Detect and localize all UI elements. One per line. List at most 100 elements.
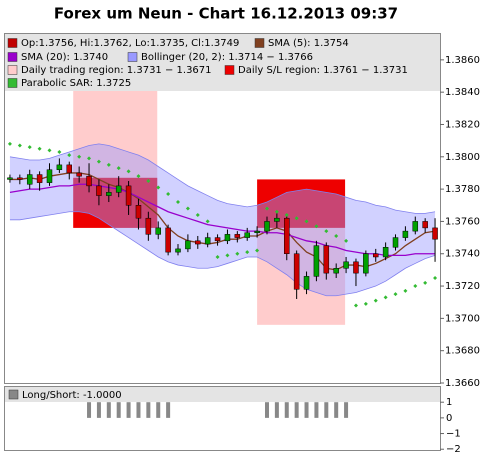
candle-body — [46, 169, 53, 183]
candle-body — [165, 227, 171, 253]
candle-body — [254, 230, 260, 233]
candle-body — [204, 237, 211, 245]
sar-dot — [255, 248, 260, 253]
region — [257, 227, 346, 325]
sar-dot — [304, 219, 309, 224]
bar — [156, 402, 161, 418]
candle-body — [66, 164, 73, 174]
legend-label: Bollinger (20, 2): 1.3714 − 1.3766 — [141, 52, 313, 63]
bar — [314, 402, 319, 418]
legend-label: SMA (5): 1.3754 — [268, 38, 349, 49]
y-tick-label: 1.3660 — [445, 378, 480, 389]
sar-dot — [116, 166, 121, 171]
sar-dot — [433, 275, 438, 280]
bar — [87, 402, 92, 418]
y-tick-label: 1.3700 — [445, 313, 480, 324]
bar — [264, 402, 269, 418]
candle-body — [343, 261, 349, 269]
bar — [284, 402, 289, 418]
y-tick-label: 1.3720 — [445, 281, 480, 292]
sma-line — [9, 183, 436, 257]
candle-body — [372, 253, 379, 258]
candle-body — [26, 174, 33, 185]
lower-title: Long/Short: -1.0000 — [22, 390, 122, 401]
candle-body — [264, 221, 270, 232]
candle-body — [392, 237, 399, 248]
y-tick-label: 0 — [446, 413, 452, 424]
main-axis: 1.3660 1.3680 1.3700 1.3720 1.3740 1.3760 1.37… — [440, 55, 480, 389]
bar — [324, 402, 329, 418]
region — [257, 179, 346, 228]
chart-title: Forex um Neun - Chart 16.12.2013 09:37 — [54, 5, 398, 23]
candle-body — [333, 268, 339, 274]
y-tick-label: 1.3840 — [445, 87, 480, 98]
sar-dot — [363, 301, 368, 306]
sar-dot — [413, 284, 418, 289]
candle-body — [293, 253, 300, 290]
candle-body — [175, 248, 181, 253]
legend-label: SMA (20): 1.3740 — [21, 52, 108, 63]
lower-plot: 1 0 −1 −2 — [87, 397, 461, 455]
y-tick-label: −1 — [446, 429, 461, 440]
bar — [294, 402, 299, 418]
candle-body — [86, 175, 92, 187]
candle-body — [432, 227, 438, 240]
bar — [106, 402, 111, 418]
legend-swatch — [7, 52, 18, 62]
sar-dot — [423, 280, 428, 285]
bar — [344, 402, 349, 418]
sar-dot — [67, 153, 72, 158]
sar-dot — [37, 146, 42, 151]
y-tick-label: 1.3740 — [445, 249, 480, 260]
candle-body — [234, 234, 241, 238]
y-tick-label: 1 — [446, 397, 452, 408]
sar-dot — [393, 292, 398, 297]
sar-dot — [126, 169, 131, 174]
sar-dot — [264, 206, 269, 211]
legend: Op:1.3756, Hi:1.3762, Lo:1.3735, Cl:1.37… — [5, 34, 440, 91]
sar-dot — [195, 212, 200, 217]
sar-dot — [205, 219, 210, 224]
legend-swatch — [127, 52, 138, 62]
sar-dot — [106, 162, 111, 167]
candle-body — [185, 240, 191, 250]
sar-dot — [27, 145, 32, 150]
y-tick-label: 1.3800 — [445, 152, 480, 163]
legend-swatch — [7, 38, 18, 48]
candle-body — [115, 185, 122, 193]
candle-body — [36, 174, 43, 183]
legend-swatch — [7, 78, 18, 88]
bar — [116, 402, 121, 418]
bar — [334, 402, 339, 418]
candle-body — [402, 230, 409, 238]
sar-dot — [314, 224, 319, 229]
sar-dot — [156, 185, 161, 190]
candle-body — [244, 232, 250, 238]
sar-dot — [403, 288, 408, 293]
candle-body — [323, 245, 330, 274]
lower-header — [5, 387, 440, 402]
sar-dot — [225, 253, 230, 258]
sar-dot — [146, 179, 151, 184]
candle-body — [195, 240, 201, 245]
bar — [136, 402, 141, 418]
candle-body — [135, 205, 142, 219]
legend-swatch — [7, 65, 18, 75]
bar — [96, 402, 101, 418]
sar-dot — [235, 251, 240, 256]
candle-body — [422, 221, 428, 229]
legend-label: Daily trading region: 1.3731 − 1.3671 — [21, 65, 212, 76]
bar — [166, 402, 171, 418]
candle-body — [353, 261, 359, 274]
sar-dot — [383, 295, 388, 300]
sar-dot — [77, 154, 82, 159]
candle-body — [155, 227, 161, 235]
sar-dot — [344, 238, 349, 243]
bar — [274, 402, 279, 418]
sar-dot — [17, 143, 22, 148]
sar-dot — [166, 191, 171, 196]
y-tick-label: 1.3680 — [445, 346, 480, 357]
candle-body — [274, 217, 280, 222]
bar — [146, 402, 151, 418]
bollinger-lower — [9, 211, 436, 297]
